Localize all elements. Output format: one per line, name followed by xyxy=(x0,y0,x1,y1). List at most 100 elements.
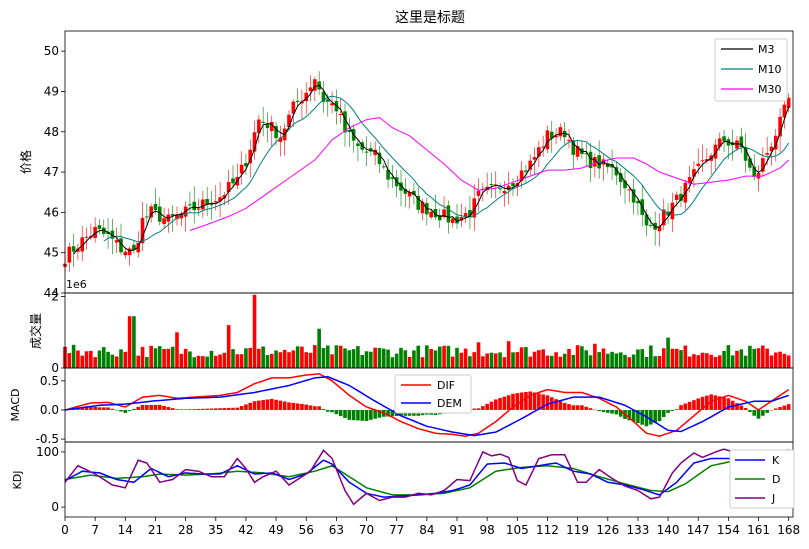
macd-hist-bar xyxy=(666,409,670,413)
kdj-ylabel: KDJ xyxy=(11,471,24,490)
volume-bar xyxy=(773,352,778,368)
price-ytick-label: 44 xyxy=(44,286,59,300)
candle-body xyxy=(549,131,554,139)
macd-ytick-label: -0.5 xyxy=(36,432,59,446)
volume-bar xyxy=(127,316,132,368)
legend-m30: M30 xyxy=(758,83,782,96)
macd-hist-bar xyxy=(84,407,89,410)
candle-body xyxy=(201,199,205,210)
macd-hist-bar xyxy=(261,400,265,410)
volume-bar xyxy=(765,348,769,368)
volume-bar xyxy=(269,353,274,368)
macd-hist-bar xyxy=(567,404,571,410)
macd-hist-bar xyxy=(562,402,567,410)
macd-hist-bar xyxy=(343,409,347,418)
volume-bar xyxy=(119,349,123,368)
candle-body xyxy=(713,144,718,159)
price-ytick-label: 46 xyxy=(44,205,59,219)
macd-hist-bar xyxy=(330,409,334,413)
price-marks xyxy=(63,71,791,272)
candle-body xyxy=(623,180,627,189)
candle-body xyxy=(786,97,791,108)
volume-bar xyxy=(623,354,627,368)
candle-body xyxy=(657,225,662,232)
volume-bar xyxy=(93,357,97,368)
volume-bar xyxy=(106,351,110,368)
candle-body xyxy=(489,184,494,186)
candle-body xyxy=(278,137,283,142)
price-axes: 44 45 46 47 48 49 50 xyxy=(44,30,794,300)
candle-body xyxy=(330,103,334,106)
macd-hist-bar xyxy=(235,407,240,410)
macd-hist-bar xyxy=(506,395,511,410)
candle-body xyxy=(338,113,343,115)
volume-bar xyxy=(420,357,425,368)
volume-bar xyxy=(295,346,300,368)
candle-body xyxy=(80,237,85,252)
candle-body xyxy=(696,163,701,166)
macd-dem-line xyxy=(64,375,789,437)
volume-bar xyxy=(304,352,309,368)
macd-hist-bar xyxy=(369,409,373,420)
candle-body xyxy=(244,163,248,167)
volume-bar xyxy=(528,356,533,368)
volume-bar xyxy=(692,354,696,368)
candle-body xyxy=(170,214,175,216)
x-tick-label: 98 xyxy=(480,523,495,537)
macd-hist-bar xyxy=(222,408,227,410)
volume-bar xyxy=(610,351,614,368)
candle-body xyxy=(325,99,330,102)
volume-bar xyxy=(390,357,395,368)
candle-body xyxy=(412,190,416,195)
x-tick-label: 154 xyxy=(717,523,740,537)
macd-hist-bar xyxy=(476,408,481,410)
macd-panel: -0.5 0.0 0.5 MACD DIF DEM xyxy=(9,367,794,446)
macd-hist-bar xyxy=(132,408,136,410)
volume-ytick-label: 0 xyxy=(51,361,59,375)
macd-hist-bar xyxy=(696,398,701,410)
volume-bar xyxy=(472,352,477,368)
macd-hist-bar xyxy=(89,406,93,410)
macd-hist-bar xyxy=(218,408,222,410)
macd-hist-bar xyxy=(493,399,498,410)
macd-hist-bar xyxy=(127,409,132,411)
volume-bar xyxy=(188,351,192,368)
volume-bar xyxy=(605,353,610,368)
candle-body xyxy=(101,227,106,234)
macd-hist-bar xyxy=(209,408,214,410)
macd-hist-bar xyxy=(196,408,201,410)
macd-hist-bar xyxy=(489,401,494,410)
legend-m3: M3 xyxy=(758,43,775,56)
candle-body xyxy=(498,188,502,190)
volume-bar xyxy=(213,355,218,368)
macd-hist-bar xyxy=(188,409,192,410)
price-panel: 44 45 46 47 48 49 50 价格 M3 M10 M30 xyxy=(18,30,794,300)
volume-bar xyxy=(493,353,498,368)
volume-bar xyxy=(175,332,179,368)
volume-bar xyxy=(399,347,403,368)
volume-bar xyxy=(343,348,347,368)
volume-bar xyxy=(640,349,645,368)
macd-hist-bar xyxy=(244,404,248,410)
macd-hist-bar xyxy=(636,409,640,424)
volume-bar xyxy=(381,348,386,368)
candle-body xyxy=(420,201,425,214)
candle-body xyxy=(511,183,515,187)
price-ytick-label: 47 xyxy=(44,165,59,179)
volume-bar xyxy=(597,352,601,368)
macd-ytick-label: 0.0 xyxy=(40,403,59,417)
candle-body xyxy=(218,197,222,202)
volume-bar xyxy=(153,348,158,368)
candle-body xyxy=(308,87,313,92)
volume-bar xyxy=(674,348,679,368)
macd-marks xyxy=(63,373,791,437)
x-tick-label: 140 xyxy=(657,523,680,537)
volume-bar xyxy=(769,355,774,368)
candle-body xyxy=(743,146,748,161)
candle-body xyxy=(192,201,197,211)
macd-hist-bar xyxy=(498,398,502,410)
volume-bar xyxy=(636,349,640,368)
volume-bar xyxy=(325,345,330,368)
macd-hist-bar xyxy=(653,409,657,423)
